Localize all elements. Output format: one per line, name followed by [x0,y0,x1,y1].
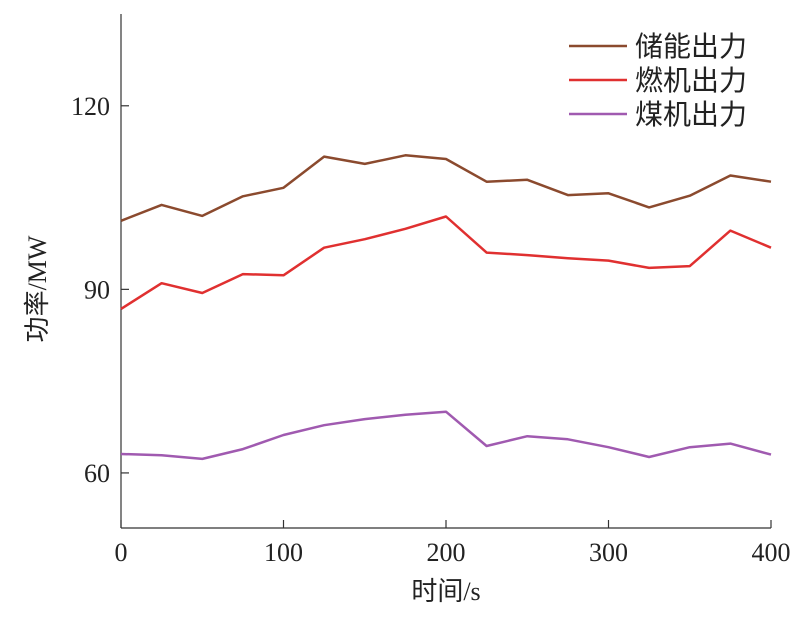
axes: 0 100 200 300 400 60 90 120 [71,14,791,567]
x-tick-label: 100 [264,538,303,567]
series-line-1 [120,154,772,222]
y-tick-label: 90 [84,275,110,304]
legend-label-3: 煤机出力 [635,99,747,131]
y-axis-label: 功率/MW [23,235,52,342]
series-line-2 [120,215,772,310]
legend-label-1: 储能出力 [635,31,747,63]
x-tick-label: 300 [589,538,628,567]
x-tick-label: 0 [115,538,128,567]
x-tick-label: 400 [752,538,791,567]
x-axis-label: 时间/s [411,577,480,606]
y-tick-label: 120 [71,92,110,121]
y-tick-label: 60 [84,459,110,488]
series-line-3 [120,410,772,461]
series-lines [120,154,772,461]
legend-label-2: 燃机出力 [635,65,747,97]
x-tick-label: 200 [427,538,466,567]
